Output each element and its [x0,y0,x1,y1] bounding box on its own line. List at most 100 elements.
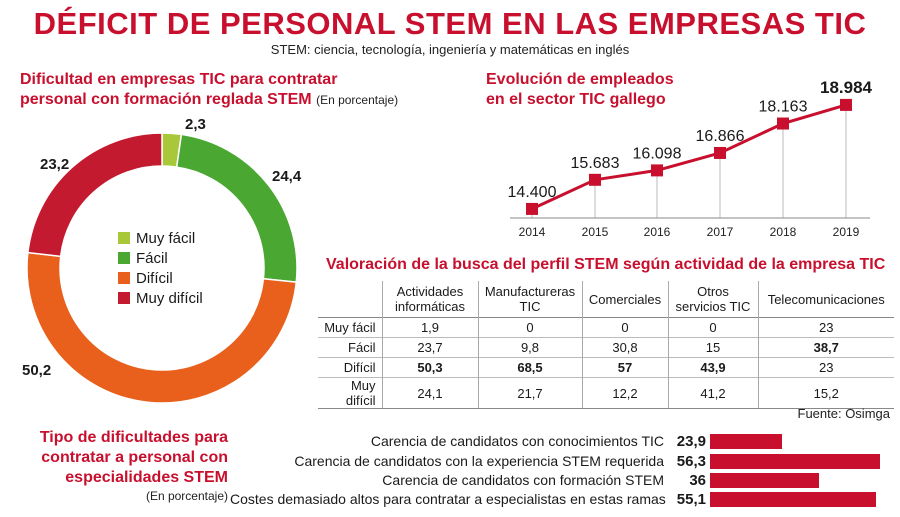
legend-swatch-muy-facil [118,232,130,244]
data-label: 15.683 [571,155,620,172]
page-subtitle: STEM: ciencia, tecnología, ingeniería y … [270,42,630,57]
row-header: Difícil [318,357,382,378]
donut-label-muy-facil: 2,3 [185,116,206,133]
legend-swatch-dificil [118,272,130,284]
table-row: Fácil 23,7 9,8 30,8 15 38,7 [318,337,894,358]
table-cell: 57 [581,357,668,378]
line-chart-title: Evolución de empleados en el sector TIC … [486,70,746,110]
donut-unit-note: (En porcentaje) [316,93,399,107]
x-tick-label: 2018 [770,225,797,239]
bar-unit-note: (En porcentaje) [145,489,228,503]
row-header: Fácil [318,337,382,358]
data-label: 16.866 [696,128,745,145]
bar-title-line3: especialidades STEM [65,469,228,486]
bar [710,472,819,488]
line-point [589,173,601,186]
donut-label-facil: 24,4 [272,168,302,185]
line-chart: 2014 14.400 2015 15.683 2016 16.098 2017 16.866… [508,78,873,239]
table-cell: 12,2 [581,377,668,409]
table-cell: 23 [757,357,894,378]
legend-item-muy-dificil: Muy difícil [118,288,203,308]
legend-item-muy-facil: Muy fácil [118,228,203,248]
page-title: DÉFICIT DE PERSONAL STEM EN LAS EMPRESAS… [33,6,867,41]
bar-row: Carencia de candidatos con formación STE… [230,470,819,490]
source-note: Fuente: Osimga [797,406,891,421]
bar [710,453,880,469]
row-header: Muy fácil [318,317,382,338]
table-cell: 0 [667,317,758,338]
bar-value-label: 36 [689,471,706,489]
table-cell: 43,9 [667,357,758,378]
col-header: Otros servicios TIC [667,281,758,318]
donut-title-line1: Dificultad en empresas TIC para contrata… [20,71,338,88]
line-point [777,117,789,130]
donut-slice-muy-dificil [27,132,163,258]
line-point [840,98,852,111]
donut-chart [26,132,298,404]
bar-title-line2: contratar a personal con [41,449,228,466]
bar-value-label: 56,3 [676,452,706,470]
line-title-line2: en el sector TIC gallego [486,91,666,108]
table-cell: 38,7 [757,337,894,358]
x-tick-label: 2016 [644,225,671,239]
donut-legend: Muy fácil Fácil Difícil Muy difícil [118,228,203,308]
bar-value-label: 55,1 [676,490,706,508]
legend-swatch-facil [118,252,130,264]
donut-label-dificil: 50,2 [22,362,52,379]
table-cell: 23 [757,317,894,338]
table-header-row: Actividades informáticas Manufactureras … [318,281,894,318]
series-line [531,103,847,211]
line-point [714,146,726,159]
legend-label-dificil: Difícil [136,269,173,287]
line-point [526,202,538,215]
table-cell: 9,8 [477,337,582,358]
x-tick-label: 2019 [833,225,860,239]
legend-swatch-muy-dificil [118,292,130,304]
table-cell: 0 [581,317,668,338]
bar [710,433,783,449]
legend-item-dificil: Difícil [118,268,203,288]
bar-label: Carencia de candidatos con conocimientos… [370,433,664,449]
bar [710,491,877,507]
table-cell: 68,5 [477,357,582,378]
bar-title-line1: Tipo de dificultades para [39,429,228,446]
legend-label-muy-dificil: Muy difícil [136,289,203,307]
bar-label: Costes demasiado altos para contratar a … [230,491,666,507]
table-cell: 24,1 [381,377,478,409]
col-header: Manufactureras TIC [477,281,582,318]
table-cell: 15 [667,337,758,358]
bar-label: Carencia de candidatos con formación STE… [382,472,664,488]
table-cell: 30,8 [581,337,668,358]
legend-label-facil: Fácil [136,249,168,267]
table-row: Muy fácil 1,9 0 0 0 23 [318,317,894,338]
col-header: Telecomunicaciones [757,281,894,318]
x-tick-label: 2017 [707,225,734,239]
bar-value-label: 23,9 [676,432,706,450]
line-title-line1: Evolución de empleados [486,71,674,88]
donut-label-muy-dificil: 23,2 [40,156,70,173]
bar-label: Carencia de candidatos con la experienci… [294,453,664,469]
data-label: 16.098 [633,145,682,162]
x-tick-label: 2014 [519,225,546,239]
legend-item-facil: Fácil [118,248,203,268]
bar-row: Carencia de candidatos con la experienci… [230,451,880,471]
data-label: 14.400 [508,184,557,201]
bar-chart-title: Tipo de dificultades para contratar a pe… [14,428,228,488]
table-cell: 23,7 [381,337,478,358]
table-cell: 1,9 [381,317,478,338]
table-cell: 15,2 [757,377,894,409]
bar-row: Carencia de candidatos con conocimientos… [230,431,783,451]
table-title: Valoración de la busca del perfil STEM s… [326,256,886,273]
donut-slice-dificil [26,251,298,404]
table-row: Difícil 50,3 68,5 57 43,9 23 [318,357,894,378]
table-cell: 21,7 [477,377,582,409]
donut-chart-title: Dificultad en empresas TIC para contrata… [20,70,440,110]
table-row: Muy difícil 24,1 21,7 12,2 41,2 15,2 [318,377,894,409]
data-label: 18.163 [759,99,808,116]
x-tick-label: 2015 [582,225,609,239]
line-point [651,164,663,177]
legend-label-muy-facil: Muy fácil [136,229,196,247]
table-corner [318,281,382,318]
data-label: 18.984 [820,78,873,97]
table-cell: 0 [477,317,582,338]
